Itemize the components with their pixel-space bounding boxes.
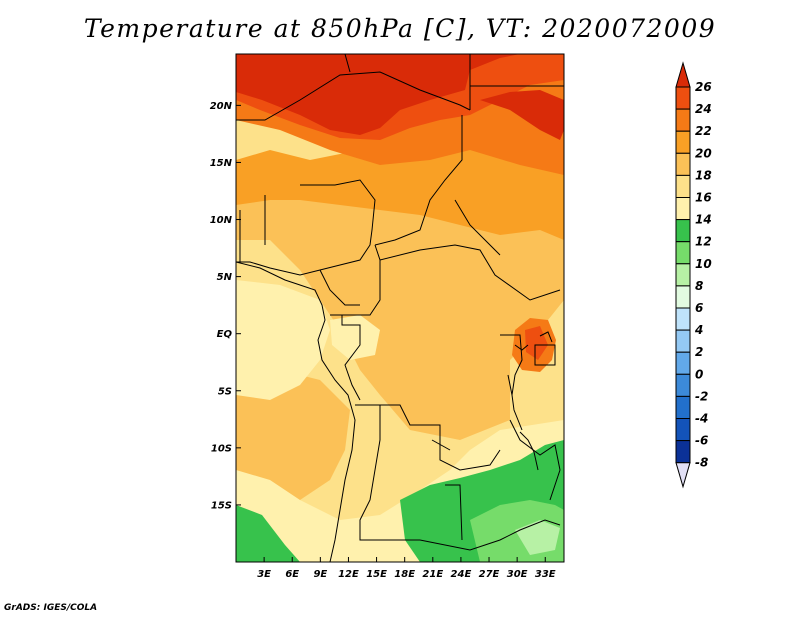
colorbar-level-label: 16 [695, 191, 712, 205]
lat-tick-label: 15N [210, 158, 233, 169]
colorbar-level-label: -6 [695, 434, 708, 448]
lat-tick-label: 10N [210, 215, 233, 226]
band-14-16-congo [330, 315, 380, 360]
coastline [236, 261, 356, 562]
temperature-field [236, 54, 564, 562]
colorbar-segment [675, 108, 691, 132]
colorbar-level-label: 8 [695, 279, 703, 293]
colorbar-segment [675, 440, 691, 464]
band-20-22 [236, 150, 564, 240]
colorbar-segment [675, 329, 691, 353]
colorbar-segment [675, 263, 691, 287]
colorbar-level-label: 18 [695, 168, 712, 182]
colorbar-level-label: 12 [695, 235, 712, 249]
map-frame [235, 53, 565, 563]
colorbar-level-label: 6 [695, 301, 703, 315]
latitude-axis: 20N 15N 10N 5N EQ 5S 10S 15S [210, 101, 241, 511]
colorbar-segment [675, 219, 691, 243]
colorbar-bottom-triangle [675, 462, 691, 489]
band-8-10 [515, 520, 560, 555]
colorbar-level-label: 10 [695, 257, 712, 271]
lakes [507, 331, 553, 471]
lon-tick-label: 24E [451, 569, 472, 580]
country-borders [236, 54, 564, 551]
colorbar-segment [675, 86, 691, 110]
lon-tick-label: 6E [285, 569, 299, 580]
grads-credit: GrADS: IGES/COLA [4, 603, 98, 613]
colorbar-level-label: 0 [695, 367, 703, 381]
colorbar-level-label: -8 [695, 456, 708, 470]
colorbar-level-label: 4 [694, 323, 703, 337]
colorbar-level-label: -2 [695, 389, 708, 403]
lon-tick-label: 18E [394, 569, 415, 580]
colorbar-segment [675, 418, 691, 442]
colorbar-level-label: 24 [695, 102, 712, 116]
band-above-26 [236, 54, 520, 135]
lon-tick-label: 12E [338, 569, 359, 580]
band-14-16-coast [236, 280, 330, 400]
colorbar-segment [675, 373, 691, 397]
lat-tick-label: EQ [217, 329, 233, 340]
colorbar-segment [675, 307, 691, 331]
colorbar-level-label: -4 [695, 412, 708, 426]
lon-tick-label: 30E [507, 569, 528, 580]
lat-tick-label: 10S [211, 443, 232, 454]
lon-tick-label: 3E [257, 569, 271, 580]
lon-tick-label: 33E [535, 569, 556, 580]
colorbar-segment [675, 241, 691, 265]
colorbar-level-label: 20 [695, 146, 712, 160]
band-18-20-west [236, 370, 350, 505]
colorbar-segment [675, 395, 691, 419]
band-12-14-southwest [236, 505, 300, 562]
lon-tick-label: 27E [479, 569, 500, 580]
lat-tick-label: 5S [218, 386, 232, 397]
colorbar-segment [675, 152, 691, 176]
lon-tick-label: 15E [366, 569, 387, 580]
map-title: Temperature at 850hPa [C], VT: 202007200… [83, 14, 717, 43]
longitude-axis: 3E 6E 9E 12E 15E 18E 21E 24E 27E 30E 33E [257, 557, 556, 580]
colorbar-level-label: 14 [695, 213, 712, 227]
colorbar-segment [675, 285, 691, 309]
lat-tick-label: 15S [211, 500, 232, 511]
colorbar-level-label: 22 [695, 124, 712, 138]
lon-tick-label: 21E [422, 569, 443, 580]
colorbar-segment [675, 130, 691, 154]
colorbar-top-triangle [675, 61, 691, 88]
colorbar-level-label: 2 [695, 345, 703, 359]
colorbar-segment [675, 174, 691, 198]
colorbar-level-label: 26 [695, 80, 712, 94]
lon-tick-label: 9E [313, 569, 327, 580]
lat-tick-label: 5N [217, 272, 233, 283]
lat-tick-label: 20N [210, 101, 233, 112]
colorbar-segment [675, 351, 691, 375]
band-above-26-east [480, 90, 564, 140]
colorbar-segment [675, 197, 691, 221]
